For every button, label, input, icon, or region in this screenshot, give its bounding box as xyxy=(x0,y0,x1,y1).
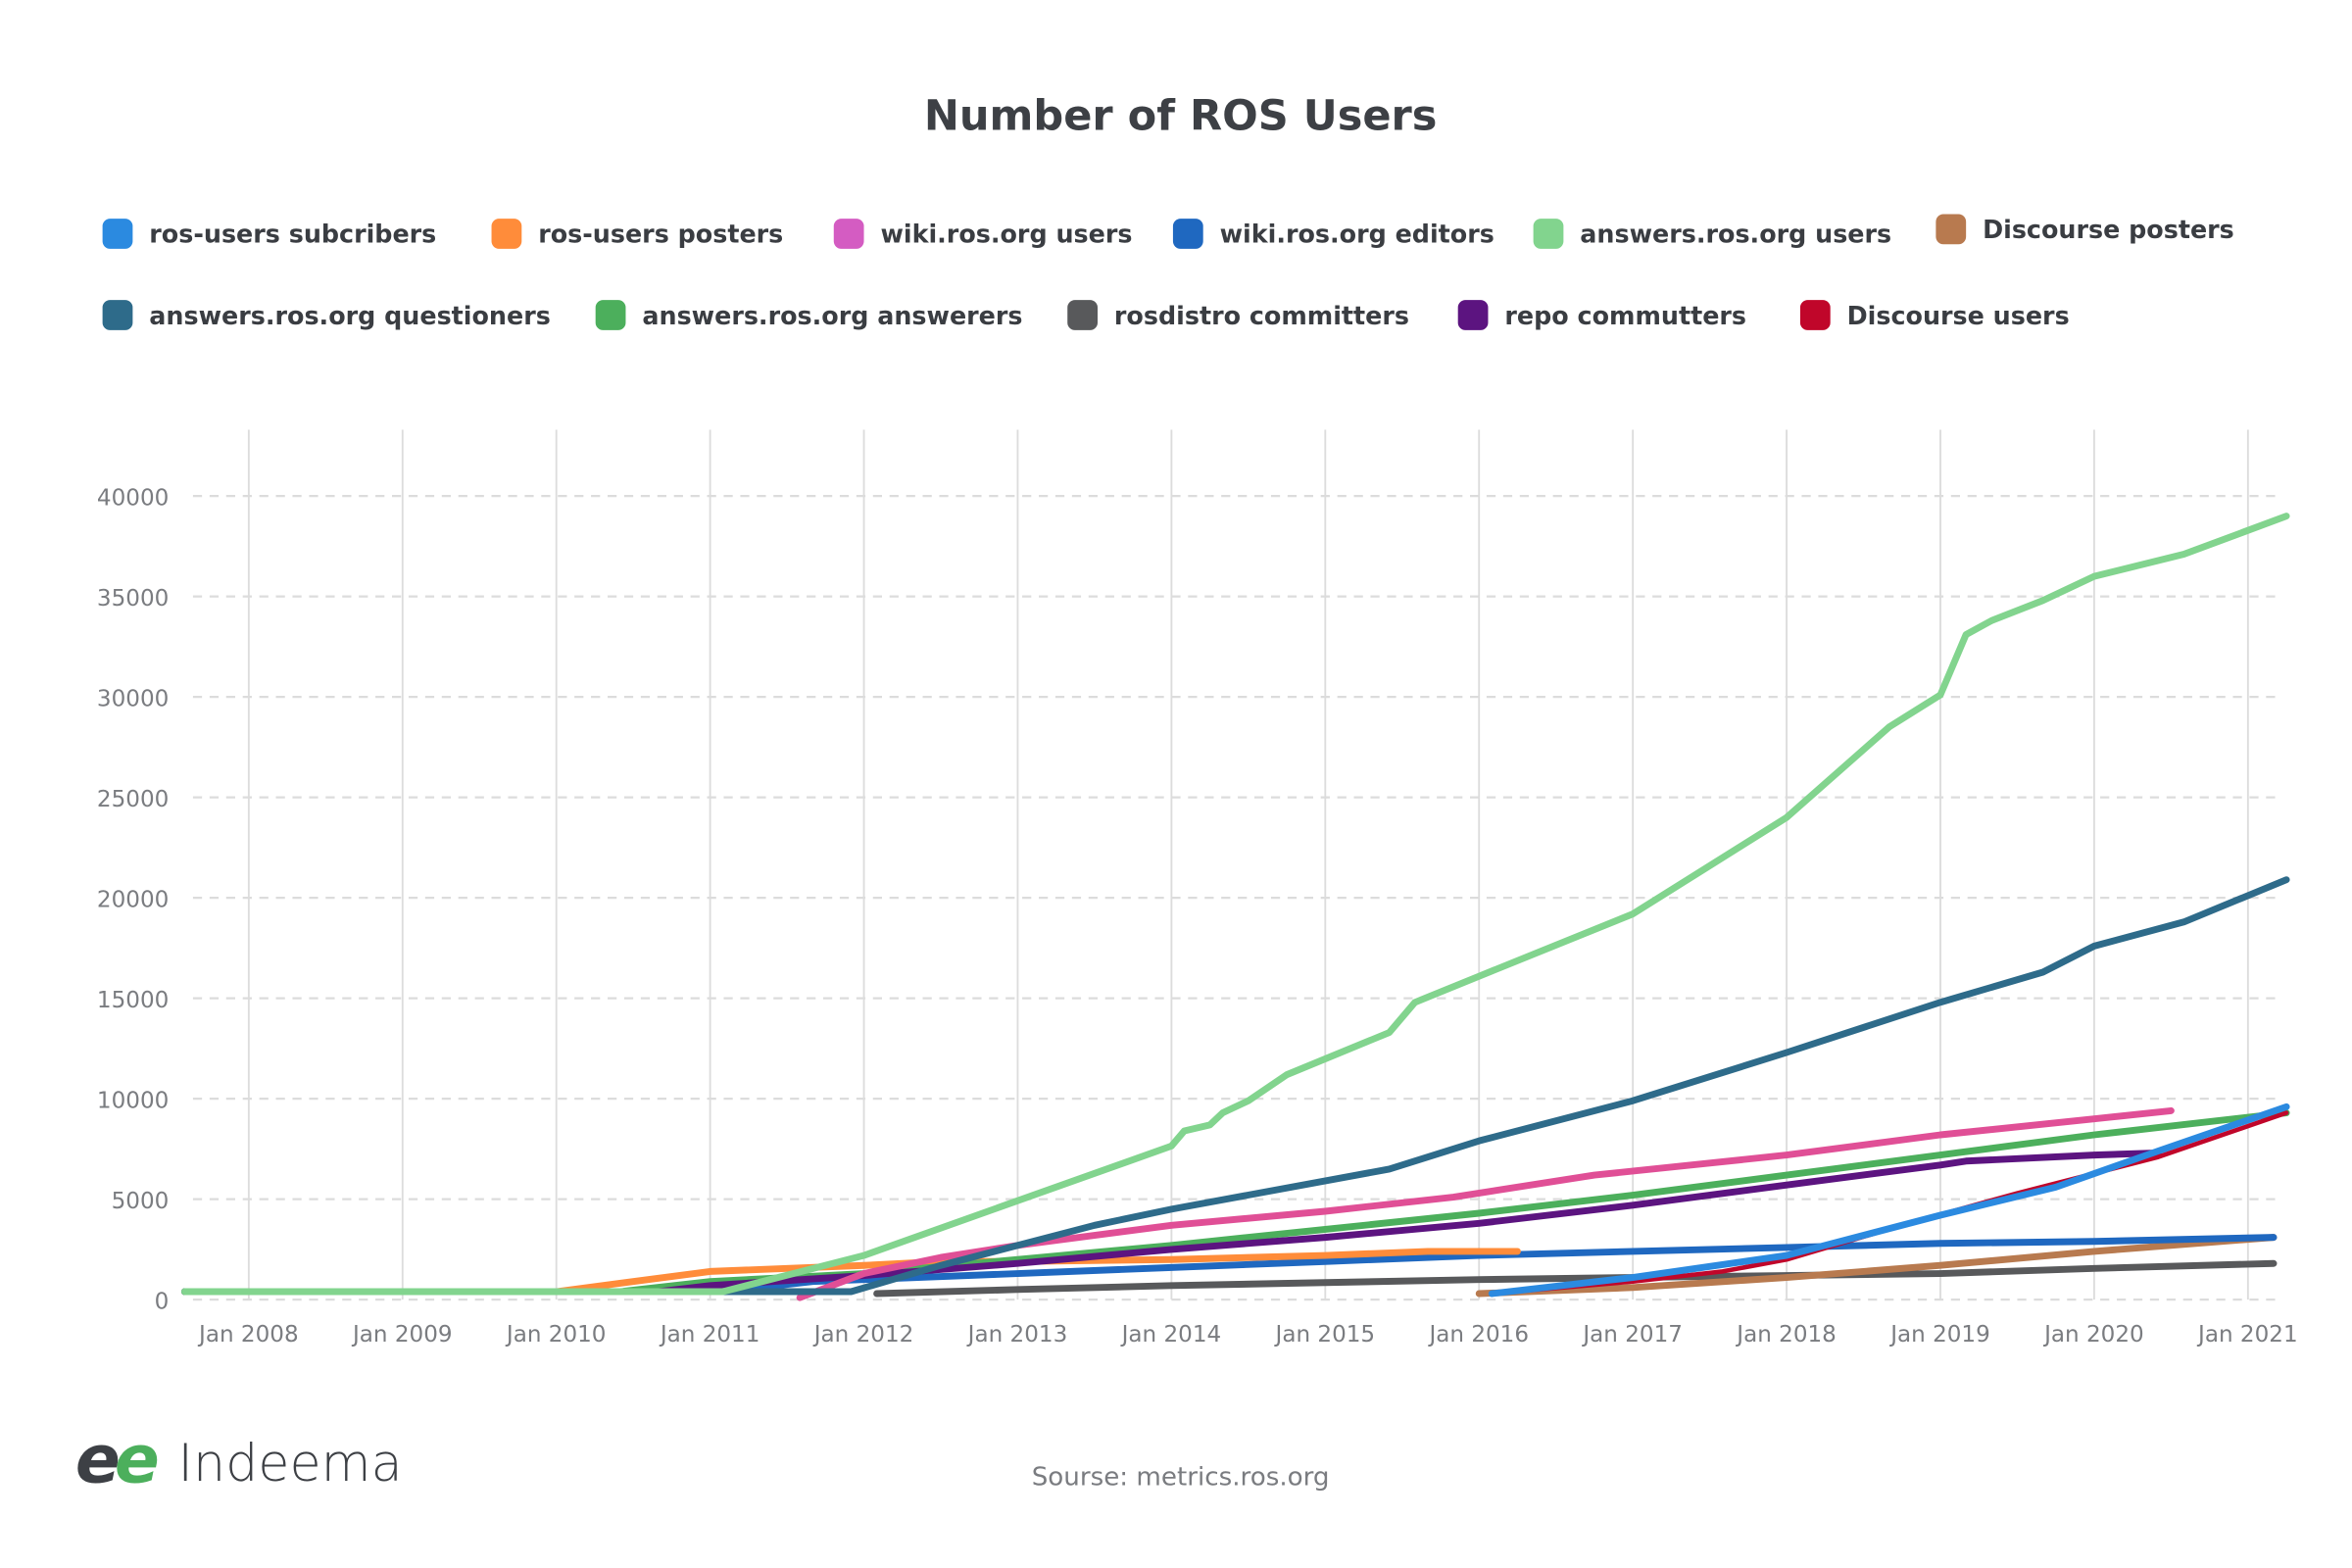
legend-swatch xyxy=(491,219,522,249)
x-tick-label: Jan 2018 xyxy=(1735,1322,1837,1348)
legend-swatch xyxy=(1799,300,1831,330)
legend-label: rosdistro committers xyxy=(1114,301,1409,330)
legend-label: ros-users subcribers xyxy=(149,220,436,249)
series-line-ros-users-subcribers xyxy=(1488,1102,2290,1298)
series-line-repo-commutters xyxy=(181,1150,2162,1296)
source-note: Sourse: metrics.ros.org xyxy=(1032,1462,1330,1492)
x-tick-label: Jan 2014 xyxy=(1120,1322,1222,1348)
y-tick-label: 5000 xyxy=(112,1189,170,1214)
x-tick-label: Jan 2013 xyxy=(966,1322,1068,1348)
legend-item[interactable]: ros-users subcribers xyxy=(102,219,437,249)
x-tick-label: Jan 2021 xyxy=(2196,1322,2298,1348)
legend-item[interactable]: answers.ros.org users xyxy=(1533,219,1892,249)
series-lines xyxy=(181,513,2290,1301)
x-tick-label: Jan 2017 xyxy=(1581,1322,1683,1348)
indeema-logo: e e Indeema xyxy=(75,1420,403,1497)
y-tick-label: 0 xyxy=(155,1289,170,1314)
series-line-answers-ros-org-users xyxy=(181,513,2290,1296)
series-line-discourse-posters xyxy=(1475,1234,2278,1298)
legend-swatch xyxy=(1533,219,1564,249)
series-line-answers-ros-org-answerers xyxy=(181,1109,2290,1296)
legend-label: repo commutters xyxy=(1504,301,1746,330)
legend-swatch xyxy=(1172,219,1203,249)
legend-swatch xyxy=(595,300,626,330)
legend-swatch xyxy=(102,219,133,249)
legend-item[interactable]: ros-users posters xyxy=(491,219,784,249)
legend-swatch xyxy=(1067,300,1098,330)
y-tick-label: 20000 xyxy=(97,887,169,912)
legend-item[interactable]: answers.ros.org answerers xyxy=(595,300,1023,330)
logo-text: Indeema xyxy=(178,1434,403,1494)
grid xyxy=(192,429,2280,1301)
x-tick-label: Jan 2020 xyxy=(2042,1322,2144,1348)
chart-title: Number of ROS Users xyxy=(924,91,1438,140)
x-tick-label: Jan 2011 xyxy=(659,1322,760,1348)
y-axis: 0 5000 10000 15000 20000 25000 30000 35000 40000 xyxy=(97,485,169,1314)
legend-label: Discourse posters xyxy=(1983,215,2234,244)
x-tick-label: Jan 2019 xyxy=(1888,1322,1990,1348)
logo-mark-e1: e xyxy=(75,1420,121,1497)
legend-label: wiki.ros.org users xyxy=(880,220,1132,249)
legend-item[interactable]: repo commutters xyxy=(1457,300,1746,330)
y-tick-label: 25000 xyxy=(97,787,169,812)
legend-label: answers.ros.org users xyxy=(1580,220,1891,249)
y-tick-label: 15000 xyxy=(97,988,169,1013)
legend-label: Discourse users xyxy=(1847,301,2070,330)
x-tick-label: Jan 2010 xyxy=(505,1322,607,1348)
y-tick-label: 10000 xyxy=(97,1088,169,1113)
legend-item[interactable]: wiki.ros.org users xyxy=(833,219,1133,249)
legend-item[interactable]: wiki.ros.org editors xyxy=(1172,219,1494,249)
legend-swatch xyxy=(102,300,133,330)
series-line-wiki-ros-org-users xyxy=(796,1106,2175,1301)
series-line-answers-ros-org-questioners xyxy=(181,876,2290,1296)
y-tick-label: 35000 xyxy=(97,586,169,612)
legend-label: answers.ros.org answerers xyxy=(642,301,1022,330)
x-tick-label: Jan 2015 xyxy=(1274,1322,1376,1348)
legend-item[interactable]: answers.ros.org questioners xyxy=(102,300,551,330)
legend-swatch xyxy=(1457,300,1489,330)
logo-mark-e2: e xyxy=(115,1420,160,1497)
legend-item[interactable]: Discourse posters xyxy=(1936,214,2234,245)
legend-label: wiki.ros.org editors xyxy=(1220,220,1494,249)
y-tick-label: 30000 xyxy=(97,686,169,711)
legend-label: answers.ros.org questioners xyxy=(149,301,551,330)
legend-swatch xyxy=(833,219,864,249)
legend-item[interactable]: Discourse users xyxy=(1799,300,2070,330)
y-tick-label: 40000 xyxy=(97,485,169,511)
x-axis: Jan 2008 Jan 2009 Jan 2010 Jan 2011 Jan 2012… xyxy=(197,1322,2298,1348)
legend-item[interactable]: rosdistro committers xyxy=(1067,300,1409,330)
legend-swatch xyxy=(1936,214,1967,245)
x-tick-label: Jan 2008 xyxy=(197,1322,299,1348)
legend: ros-users subcribers ros-users posters wik… xyxy=(102,214,2234,330)
x-tick-label: Jan 2009 xyxy=(351,1322,453,1348)
x-tick-label: Jan 2016 xyxy=(1427,1322,1529,1348)
series-line-rosdistro-committers xyxy=(873,1259,2278,1298)
x-tick-label: Jan 2012 xyxy=(812,1322,914,1348)
legend-label: ros-users posters xyxy=(538,220,783,249)
